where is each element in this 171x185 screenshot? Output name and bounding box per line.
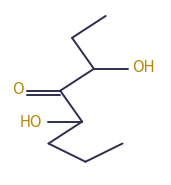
Text: O: O	[12, 82, 24, 97]
Text: HO: HO	[19, 115, 42, 130]
Text: OH: OH	[133, 60, 155, 75]
